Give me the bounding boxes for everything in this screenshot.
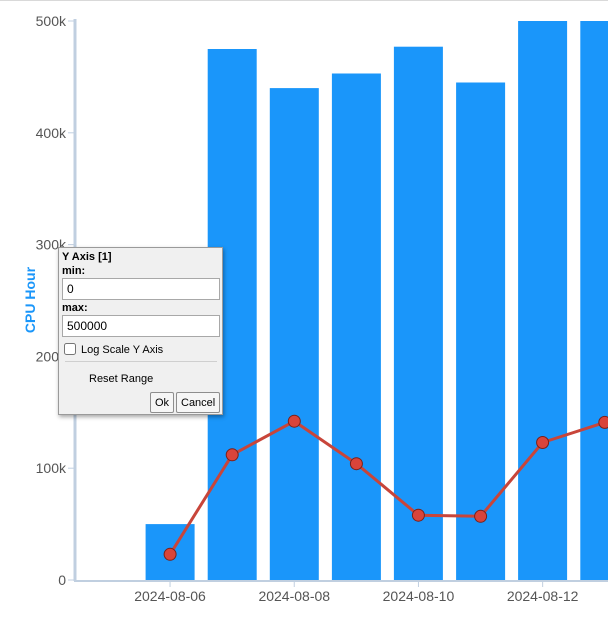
y-axis-range-dialog: Y Axis [1] min: max: Log Scale Y Axis Re… — [58, 247, 223, 415]
y-tick-label: 100k — [36, 460, 67, 476]
log-scale-checkbox[interactable] — [64, 343, 76, 355]
line-point-2024-08-10 — [411, 508, 425, 522]
x-tick-label: 2024-08-10 — [383, 588, 455, 604]
line-point-2024-08-12 — [536, 436, 550, 449]
line-point-2024-08-07 — [225, 448, 239, 462]
y-tick-label: 500k — [36, 13, 67, 29]
line-series — [163, 414, 608, 561]
dialog-separator — [65, 361, 217, 362]
max-input[interactable] — [62, 315, 220, 337]
x-tick-label: 2024-08-08 — [258, 588, 330, 604]
min-input[interactable] — [62, 278, 220, 300]
x-axis-ticks: 2024-08-06 2024-08-08 2024-08-10 2024-08-12 — [134, 580, 579, 604]
top-border — [0, 0, 608, 1]
bar-2024-08-10 — [393, 46, 443, 580]
x-tick-label: 2024-08-12 — [507, 588, 579, 604]
line-point-2024-08-09 — [349, 457, 363, 471]
line-point-2024-08-06 — [163, 547, 177, 561]
y-tick-label: 0 — [58, 572, 66, 588]
line-point-2024-08-08 — [287, 414, 301, 428]
bar-2024-08-11 — [456, 82, 506, 580]
bar-2024-08-13 — [580, 21, 608, 580]
y-axis-title: CPU Hour — [22, 266, 38, 333]
line-point-2024-08-11 — [474, 509, 488, 523]
ok-button[interactable]: Ok — [150, 392, 174, 413]
max-label: max: — [62, 302, 88, 314]
line-point-2024-08-13 — [598, 415, 608, 429]
dialog-title: Y Axis [1] — [62, 251, 112, 263]
bar-2024-08-08 — [269, 88, 319, 580]
bar-2024-08-09 — [331, 73, 381, 580]
line-path — [168, 419, 606, 556]
log-scale-label: Log Scale Y Axis — [81, 344, 164, 356]
bar-2024-08-12 — [518, 21, 568, 580]
bar-series — [145, 21, 608, 580]
cancel-button[interactable]: Cancel — [176, 392, 220, 413]
min-label: min: — [62, 265, 86, 277]
y-tick-label: 400k — [36, 125, 67, 141]
x-tick-label: 2024-08-06 — [134, 588, 206, 604]
reset-range-link[interactable]: Reset Range — [89, 373, 154, 385]
